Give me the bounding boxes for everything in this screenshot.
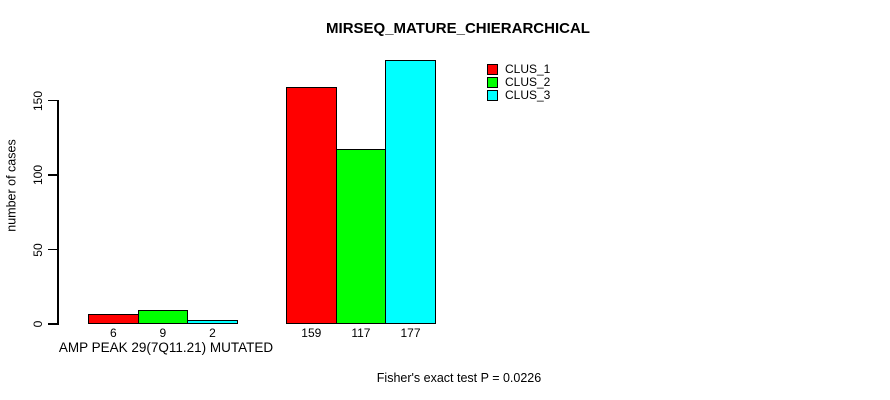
bar-value-label: 177	[400, 326, 421, 340]
bar-clus_3-group1	[187, 320, 238, 325]
bar-clus_3-group2	[385, 59, 436, 325]
legend-swatch	[487, 64, 498, 75]
x-axis-title: AMP PEAK 29(7Q11.21) MUTATED	[58, 340, 274, 355]
legend-label: CLUS_3	[505, 88, 551, 102]
y-axis-line	[57, 99, 59, 325]
bar-clus_2-group2	[335, 149, 387, 325]
legend-swatch	[487, 77, 498, 88]
y-axis-tick-label: 0	[31, 320, 45, 328]
bar-value-label: 6	[109, 326, 117, 340]
bar-clus_2-group1	[137, 309, 189, 325]
y-axis-tick	[48, 174, 57, 176]
legend-label: CLUS_1	[505, 62, 551, 76]
bar-clus_1-group1	[88, 314, 139, 325]
legend-item: CLUS_2	[487, 76, 550, 89]
legend-label: CLUS_2	[505, 75, 551, 89]
y-axis-tick-label: 50	[31, 242, 45, 257]
bar-clus_1-group2	[286, 86, 337, 325]
chart-title: MIRSEQ_MATURE_CHIERARCHICAL	[326, 20, 590, 37]
y-axis-tick-label: 150	[31, 90, 45, 111]
legend-item: CLUS_3	[487, 89, 550, 102]
bar-value-label: 2	[209, 326, 216, 340]
stat-annotation: Fisher's exact test P = 0.0226	[376, 371, 542, 385]
y-axis-tick	[48, 323, 57, 325]
y-axis-tick-label: 100	[31, 165, 45, 186]
bar-value-label: 117	[351, 326, 371, 340]
y-axis-tick	[48, 99, 57, 102]
bar-value-label: 159	[301, 326, 322, 340]
y-axis-tick	[48, 248, 57, 251]
legend-swatch	[487, 90, 498, 101]
bar-value-label: 9	[159, 326, 167, 340]
legend-item: CLUS_1	[487, 63, 550, 76]
legend: CLUS_1 CLUS_2 CLUS_3	[487, 63, 550, 102]
